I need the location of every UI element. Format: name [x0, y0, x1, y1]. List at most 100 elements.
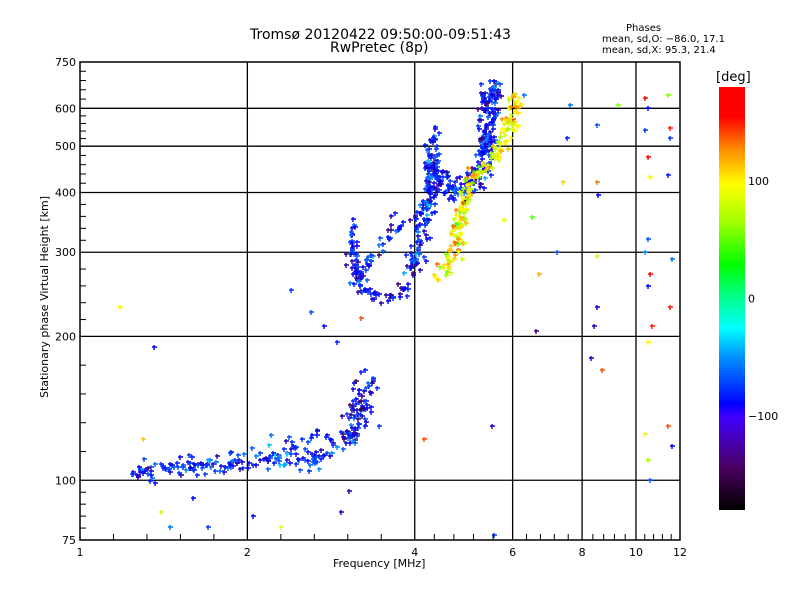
colorbar-label: [deg]: [716, 70, 751, 85]
data-point: [453, 253, 458, 258]
data-point: [289, 452, 294, 457]
isolated-data-point: [490, 424, 495, 429]
data-point: [356, 417, 361, 422]
data-point: [130, 472, 135, 477]
data-point: [296, 457, 301, 462]
data-point: [476, 160, 481, 165]
data-point: [368, 287, 373, 292]
data-point: [354, 276, 359, 281]
data-point: [480, 170, 485, 175]
data-point: [142, 457, 147, 462]
data-point: [138, 470, 143, 475]
isolated-data-point: [648, 272, 653, 277]
data-point: [370, 381, 375, 386]
data-point: [351, 439, 356, 444]
data-point: [344, 441, 349, 446]
y-tick-label: 300: [55, 246, 76, 259]
data-point: [317, 467, 322, 472]
data-point: [298, 468, 303, 473]
data-point: [213, 469, 218, 474]
data-point: [351, 399, 356, 404]
data-point: [453, 180, 458, 185]
x-tick-label: 12: [673, 546, 687, 559]
isolated-data-point: [555, 250, 560, 255]
data-point: [353, 225, 358, 230]
data-point: [184, 468, 189, 473]
data-point: [363, 287, 368, 292]
data-point: [335, 445, 340, 450]
legend-title: Phases: [626, 23, 662, 34]
data-point: [422, 229, 427, 234]
data-point: [293, 446, 298, 451]
data-point: [363, 407, 368, 412]
isolated-data-point: [646, 458, 651, 463]
data-point: [511, 93, 516, 98]
data-point: [135, 473, 140, 478]
data-point: [428, 138, 433, 143]
data-point: [492, 85, 497, 90]
data-point: [490, 93, 495, 98]
isolated-data-point: [141, 437, 146, 442]
data-point: [413, 214, 418, 219]
isolated-data-point: [289, 288, 294, 293]
data-point: [401, 286, 406, 291]
data-point: [374, 293, 379, 298]
data-point: [192, 462, 197, 467]
data-point: [449, 194, 454, 199]
isolated-data-point: [595, 180, 600, 185]
data-point: [409, 258, 414, 263]
data-point: [479, 82, 484, 87]
data-point: [150, 476, 155, 481]
data-point: [415, 224, 420, 229]
data-point: [339, 430, 344, 435]
isolated-data-point: [530, 215, 535, 220]
data-point: [477, 165, 482, 170]
data-point: [432, 181, 437, 186]
data-point: [153, 462, 158, 467]
data-point: [319, 448, 324, 453]
data-point: [205, 463, 210, 468]
data-point: [284, 439, 289, 444]
data-point: [310, 433, 315, 438]
data-point: [458, 190, 463, 195]
data-point: [266, 459, 271, 464]
data-point: [487, 132, 492, 137]
data-point: [319, 457, 324, 462]
data-point: [416, 230, 421, 235]
data-point: [490, 107, 495, 112]
data-point: [386, 299, 391, 304]
data-point: [242, 452, 247, 457]
isolated-data-point: [152, 345, 157, 350]
data-point: [506, 127, 511, 132]
isolated-data-point: [668, 305, 673, 310]
data-point: [355, 408, 360, 413]
data-point: [363, 417, 368, 422]
isolated-data-point: [643, 96, 648, 101]
data-point: [278, 463, 283, 468]
data-point: [482, 130, 487, 135]
data-point: [354, 379, 359, 384]
data-point: [364, 268, 369, 273]
data-point: [168, 462, 173, 467]
data-point: [401, 220, 406, 225]
data-point: [228, 451, 233, 456]
data-point: [356, 265, 361, 270]
data-point: [236, 453, 241, 458]
data-point: [330, 451, 335, 456]
data-point: [365, 262, 370, 267]
data-point: [435, 262, 440, 267]
data-point: [512, 129, 517, 134]
data-point: [357, 388, 362, 393]
data-point: [360, 414, 365, 419]
data-point: [445, 270, 450, 275]
data-point: [410, 254, 415, 259]
data-point: [359, 370, 364, 375]
data-point: [480, 136, 485, 141]
data-point: [398, 295, 403, 300]
data-point: [366, 255, 371, 260]
data-point: [282, 447, 287, 452]
data-point: [402, 271, 407, 276]
data-point: [350, 241, 355, 246]
data-point: [290, 440, 295, 445]
